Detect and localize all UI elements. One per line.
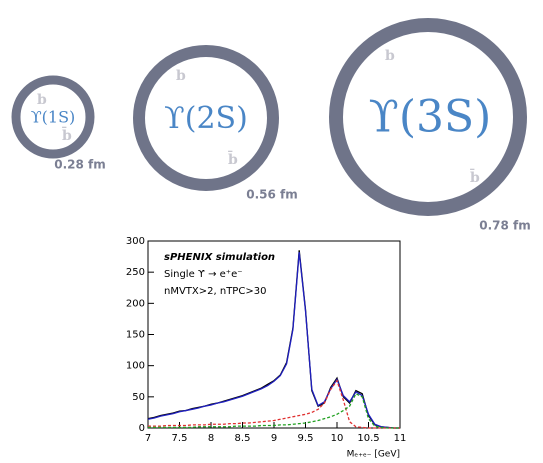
series-line [147, 252, 400, 429]
state-label: ϒ(2S) [164, 101, 248, 136]
series-line [148, 392, 400, 429]
annotation: Single ϒ → e⁺e⁻ [164, 269, 243, 280]
state-circle [133, 45, 279, 191]
chart: sPHENIX simulation Single ϒ → e⁺e⁻ nMVTX… [126, 236, 406, 460]
x-tick-label: 7.5 [172, 433, 188, 444]
quark: b [385, 48, 395, 64]
antiquark: b̄ [62, 125, 72, 144]
states-diagram: b b̄ ϒ(1S) 0.28 fm b b̄ ϒ(2S) 0.56 fm b … [11, 18, 531, 233]
y-tick-label: 150 [126, 330, 145, 341]
size-label: 0.56 fm [246, 188, 298, 202]
x-tick-label: 9.5 [298, 433, 314, 444]
y-tick-label: 0 [139, 423, 145, 434]
quark: b [176, 68, 186, 84]
x-tick-label: 8 [208, 433, 214, 444]
state-circle [11, 75, 95, 159]
size-label: 0.78 fm [479, 219, 531, 233]
antiquark: b̄ [228, 149, 238, 168]
state-label: ϒ(1S) [31, 108, 76, 127]
x-tick-label: 11 [394, 433, 407, 444]
state-label: ϒ(3S) [369, 92, 492, 143]
y-tick-label: 100 [126, 361, 145, 372]
x-axis-label: Mₑ₊ₑ₋ [GeV] [347, 450, 400, 460]
annotation: nMVTX>2, nTPC>30 [164, 286, 266, 297]
y-tick-label: 50 [132, 392, 145, 403]
y-tick-label: 200 [126, 298, 145, 309]
series-line [148, 379, 400, 429]
y-tick-label: 300 [126, 236, 145, 247]
x-tick-label: 10.5 [357, 433, 379, 444]
size-label: 0.28 fm [54, 158, 106, 172]
x-tick-label: 8.5 [235, 433, 251, 444]
antiquark: b̄ [470, 167, 480, 186]
x-tick-label: 9 [271, 433, 277, 444]
annotation: sPHENIX simulation [164, 252, 275, 263]
state-circle [329, 18, 527, 216]
x-tick-label: 10 [331, 433, 344, 444]
y-tick-label: 250 [126, 267, 145, 278]
x-tick-label: 7 [145, 433, 151, 444]
quark: b [37, 92, 47, 108]
